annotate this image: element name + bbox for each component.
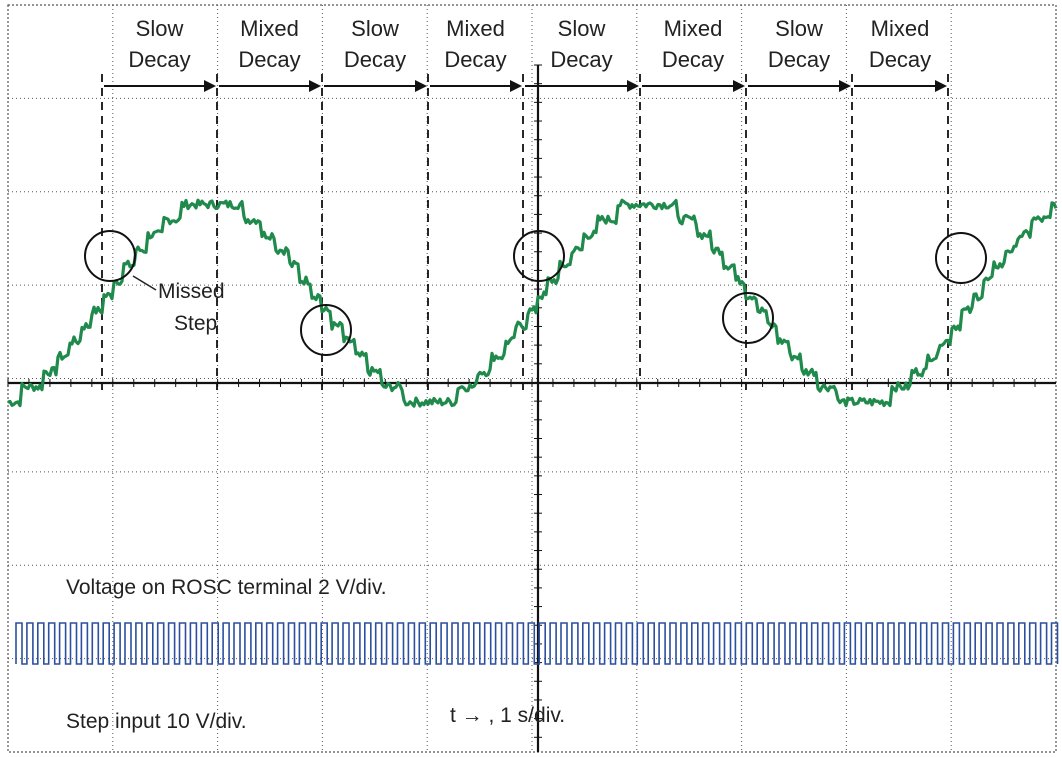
phase-label-line1: Slow [775, 16, 823, 41]
phase-label-line2: Decay [444, 47, 506, 72]
time-axis-label: t → , 1 s/div. [450, 704, 565, 727]
missed-step-circle [722, 292, 774, 344]
phase-arrowhead [627, 80, 639, 92]
missed-step-line1: Missed [158, 280, 225, 303]
phase-label-line2: Decay [128, 47, 190, 72]
phase-arrowhead [204, 80, 216, 92]
phase-label-line2: Decay [550, 47, 612, 72]
decay-phase-markers: Slow Decay Mixed Decay Slow Decay Mixed Decay Sl… [101, 16, 949, 395]
phase-arrowhead [510, 80, 522, 92]
phase-label-line2: Decay [869, 47, 931, 72]
phase-label-line1: Slow [558, 16, 606, 41]
phase-label-line2: Decay [238, 47, 300, 72]
phase-label-line1: Slow [136, 16, 184, 41]
step-input-trace [15, 622, 1059, 665]
missed-step-circle [935, 232, 987, 284]
missed-step-circles [84, 230, 987, 356]
phase-arrowhead [733, 80, 745, 92]
grid [8, 5, 1056, 752]
phase-arrowhead [415, 80, 427, 92]
step-channel-label: Step input 10 V/div. [66, 710, 247, 733]
phase-arrowhead [309, 80, 321, 92]
axes [7, 64, 1056, 752]
phase-label-line2: Decay [662, 47, 724, 72]
phase-label-line1: Mixed [871, 16, 930, 41]
phase-arrowhead [935, 80, 947, 92]
missed-step-line2: Step [174, 312, 217, 335]
rosc-channel-label: Voltage on ROSC terminal 2 V/div. [66, 576, 387, 599]
missed-step-circle [300, 304, 352, 356]
phase-arrowhead [839, 80, 851, 92]
phase-label-line2: Decay [344, 47, 406, 72]
missed-step-pointer [132, 275, 157, 291]
phase-label-line1: Slow [351, 16, 399, 41]
phase-label-line1: Mixed [446, 16, 505, 41]
rosc-voltage-trace [7, 198, 1058, 408]
phase-label-line2: Decay [768, 47, 830, 72]
phase-label-line1: Mixed [240, 16, 299, 41]
missed-step-circle [513, 230, 565, 282]
missed-step-circle [84, 230, 136, 282]
phase-label-line1: Mixed [664, 16, 723, 41]
